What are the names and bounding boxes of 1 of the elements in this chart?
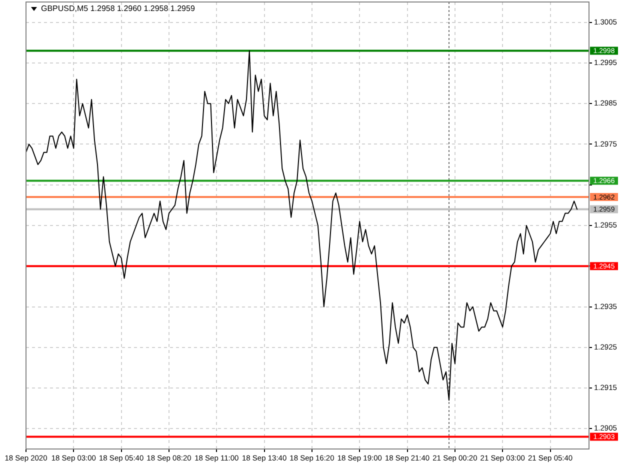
chart-title: GBPUSD,M5 1.2958 1.2960 1.2958 1.2959 xyxy=(41,4,195,14)
